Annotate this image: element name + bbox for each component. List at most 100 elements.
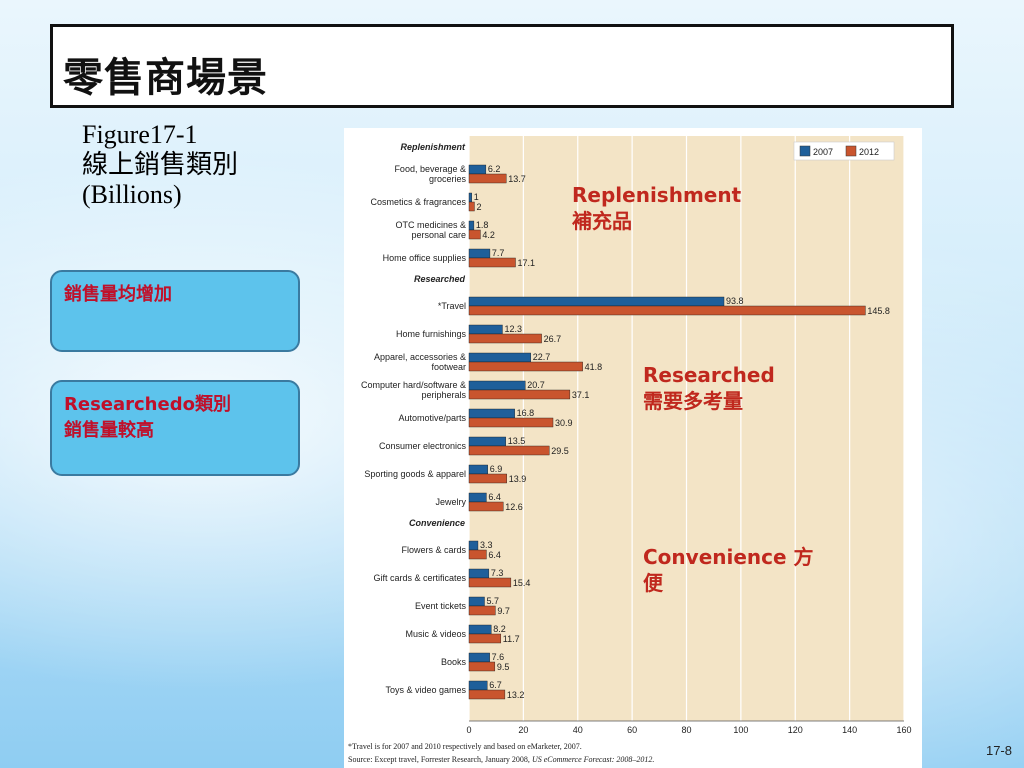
bar-2007: [468, 380, 526, 391]
data-label-2007: 20.7: [527, 380, 545, 390]
legend-label-2007: 2007: [813, 147, 833, 157]
x-tick-label: 40: [573, 725, 583, 735]
data-label-2007: 1.8: [476, 220, 489, 230]
data-label-2007: 13.5: [508, 436, 526, 446]
bar-2012: [468, 417, 554, 428]
category-label: Jewelry: [435, 497, 466, 507]
data-label-2007: 6.2: [488, 164, 501, 174]
category-label: Consumer electronics: [379, 441, 467, 451]
annotation-replenishment-en: Replenishment: [572, 183, 742, 207]
category-label: Food, beverage &: [394, 164, 466, 174]
category-label: *Travel: [438, 301, 466, 311]
data-label-2012: 37.1: [572, 390, 590, 400]
bar-2007: [468, 324, 503, 335]
category-label: Home office supplies: [383, 253, 467, 263]
category-label: Toys & video games: [385, 685, 466, 695]
data-label-2012: 13.9: [509, 474, 527, 484]
data-label-2012: 11.7: [503, 634, 520, 644]
bar-2012: [468, 605, 496, 616]
category-label: Books: [441, 657, 467, 667]
annotation-replenishment: Replenishment 補充品: [572, 182, 741, 234]
bar-2007: [468, 624, 492, 635]
category-label: Cosmetics & fragrances: [370, 197, 466, 207]
bar-2007: [468, 248, 491, 259]
title-box: 零售商場景: [50, 24, 954, 108]
note-text-2b: 銷售量較高: [64, 420, 154, 441]
data-label-2012: 17.1: [517, 258, 535, 268]
bar-2007: [468, 492, 487, 503]
bar-2007: [468, 164, 487, 175]
slide-title: 零售商場景: [63, 54, 268, 101]
note-box-sales-increase: 銷售量均增加: [50, 270, 300, 352]
legend-swatch-2007: [799, 145, 811, 157]
data-label-2007: 93.8: [726, 296, 744, 306]
bar-2007: [468, 436, 506, 447]
category-label: Music & videos: [405, 629, 466, 639]
annotation-researched-en: Researched: [643, 363, 775, 387]
data-label-2007: 12.3: [504, 324, 522, 334]
data-label-2012: 6.4: [488, 550, 501, 560]
category-label: Flowers & cards: [401, 545, 466, 555]
annotation-convenience-2: 便: [643, 571, 663, 595]
legend-box: [793, 141, 895, 161]
bar-2007: [468, 296, 725, 307]
data-label-2007: 7.3: [491, 568, 504, 578]
x-tick-label: 20: [518, 725, 528, 735]
x-tick-label: 0: [466, 725, 471, 735]
bar-2012: [468, 229, 481, 240]
group-header: Convenience: [409, 518, 465, 528]
category-label: footwear: [431, 362, 466, 372]
x-tick-label: 60: [627, 725, 637, 735]
bar-2012: [468, 445, 550, 456]
bar-2012: [468, 389, 571, 400]
data-label-2007: 6.7: [489, 680, 502, 690]
data-label-2012: 30.9: [555, 418, 573, 428]
bar-2012: [468, 173, 507, 184]
bar-2012: [468, 501, 504, 512]
bar-2012: [468, 661, 496, 672]
x-tick-label: 80: [681, 725, 691, 735]
category-label: groceries: [429, 174, 467, 184]
data-label-2007: 3.3: [480, 540, 493, 550]
category-label: Computer hard/software &: [361, 380, 466, 390]
data-label-2012: 13.7: [508, 174, 526, 184]
figure-title-line1: Figure17-1: [82, 120, 198, 149]
data-label-2012: 12.6: [505, 502, 523, 512]
bar-2007: [468, 408, 515, 419]
bar-2007: [468, 680, 488, 691]
data-label-2012: 9.5: [497, 662, 510, 672]
bar-2007: [468, 652, 490, 663]
category-label: Event tickets: [415, 601, 467, 611]
data-label-2012: 9.7: [497, 606, 510, 616]
category-label: Apparel, accessories &: [374, 352, 466, 362]
bar-2007: [468, 596, 485, 607]
bar-2007: [468, 540, 479, 551]
category-label: personal care: [411, 230, 466, 240]
annotation-researched: Researched 需要多考量: [643, 362, 775, 414]
note-text-2a: Researchedo類別: [64, 394, 231, 415]
bar-2012: [468, 305, 866, 316]
footnote-2: Source: Except travel, Forrester Researc…: [348, 755, 654, 764]
data-label-2012: 26.7: [544, 334, 562, 344]
group-header: Replenishment: [400, 142, 466, 152]
data-label-2012: 15.4: [513, 578, 531, 588]
x-tick-label: 160: [896, 725, 911, 735]
bar-2012: [468, 361, 583, 372]
bar-2012: [468, 549, 487, 560]
bar-2007: [468, 464, 488, 475]
data-label-2012: 13.2: [507, 690, 525, 700]
bar-2012: [468, 689, 506, 700]
x-tick-label: 120: [788, 725, 803, 735]
bar-2012: [468, 333, 542, 344]
data-label-2012: 29.5: [551, 446, 569, 456]
data-label-2012: 41.8: [585, 362, 603, 372]
data-label-2007: 7.7: [492, 248, 505, 258]
data-label-2012: 2: [476, 202, 481, 212]
x-tick-label: 100: [733, 725, 748, 735]
category-label: Gift cards & certificates: [373, 573, 466, 583]
category-label: Automotive/parts: [398, 413, 466, 423]
annotation-convenience: Convenience 方 便: [643, 544, 814, 596]
figure-title: Figure17-1 線上銷售類別 (Billions): [82, 120, 238, 210]
bar-2007: [468, 568, 490, 579]
category-label: peripherals: [421, 390, 466, 400]
